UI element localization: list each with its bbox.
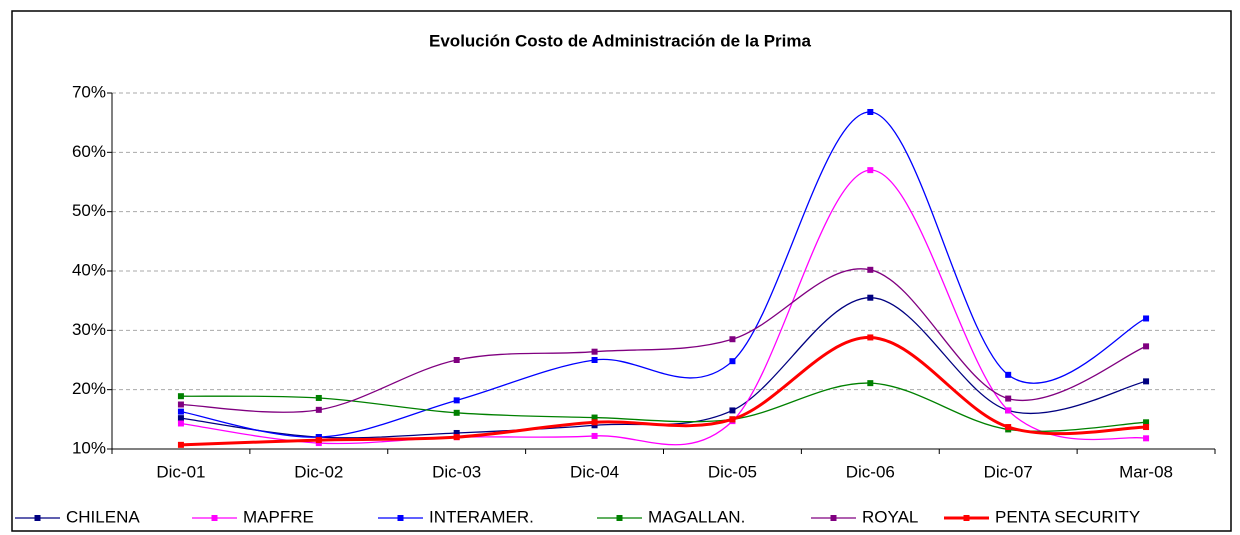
legend-label: INTERAMER.	[429, 507, 534, 526]
marker	[867, 266, 874, 273]
marker	[177, 441, 184, 448]
marker	[1143, 435, 1150, 442]
y-tick-label: 50%	[72, 201, 106, 220]
legend-label: PENTA SECURITY	[995, 507, 1140, 526]
marker	[1005, 395, 1012, 402]
marker	[591, 414, 598, 421]
x-tick-label: Dic-07	[984, 462, 1033, 481]
series-line	[180, 335, 1147, 447]
x-tick-label: Mar-08	[1119, 462, 1173, 481]
x-tick-label: Dic-05	[708, 462, 757, 481]
marker	[453, 429, 460, 436]
marker	[591, 348, 598, 355]
series-line	[180, 297, 1147, 439]
y-tick-label: 20%	[72, 379, 106, 398]
marker	[729, 336, 736, 343]
y-tick-label: 10%	[72, 438, 106, 457]
marker	[1143, 343, 1150, 350]
series-line	[180, 268, 1147, 413]
y-tick-label: 40%	[72, 260, 106, 279]
y-tick-label: 70%	[72, 82, 106, 101]
marker	[591, 432, 598, 439]
chart-border	[11, 10, 1232, 532]
marker	[453, 357, 460, 363]
x-tick-label: Dic-06	[846, 462, 895, 481]
marker	[867, 294, 874, 301]
x-tick-label: Dic-03	[432, 462, 481, 481]
marker	[729, 407, 736, 414]
legend-marker	[397, 515, 404, 521]
marker	[867, 380, 874, 387]
marker	[867, 108, 874, 115]
legend-marker	[830, 515, 837, 521]
legend-label: CHILENA	[66, 507, 140, 526]
marker	[315, 394, 322, 401]
x-tick-label: Dic-02	[294, 462, 343, 481]
y-tick-label: 30%	[72, 320, 106, 339]
marker	[1005, 424, 1012, 431]
marker	[591, 419, 598, 426]
legend-label: MAPFRE	[243, 507, 314, 526]
legend-marker	[211, 515, 218, 521]
marker	[1143, 315, 1150, 322]
marker	[315, 437, 322, 444]
legend-marker	[616, 515, 623, 521]
marker	[177, 408, 184, 415]
legend-marker	[34, 515, 41, 521]
marker	[729, 416, 736, 423]
marker	[177, 420, 184, 427]
marker	[315, 406, 322, 413]
marker	[1143, 378, 1150, 385]
marker	[1005, 371, 1012, 378]
marker	[729, 358, 736, 365]
series-line	[180, 382, 1147, 432]
legend-marker	[963, 515, 970, 521]
y-tick-label: 60%	[72, 142, 106, 161]
x-tick-label: Dic-01	[156, 462, 205, 481]
chart-title: Evolución Costo de Administración de la …	[429, 31, 811, 50]
marker	[177, 393, 184, 400]
legend-label: ROYAL	[862, 507, 918, 526]
marker	[177, 401, 184, 408]
marker	[867, 334, 874, 341]
marker	[453, 409, 460, 416]
marker	[1005, 407, 1012, 414]
marker	[1143, 424, 1150, 431]
series-line	[180, 111, 1147, 438]
marker	[591, 357, 598, 363]
legend-label: MAGALLAN.	[648, 507, 745, 526]
marker	[867, 167, 874, 174]
marker	[453, 397, 460, 404]
x-tick-label: Dic-04	[570, 462, 619, 481]
marker	[1143, 419, 1150, 426]
marker	[453, 434, 460, 441]
marker	[177, 415, 184, 422]
